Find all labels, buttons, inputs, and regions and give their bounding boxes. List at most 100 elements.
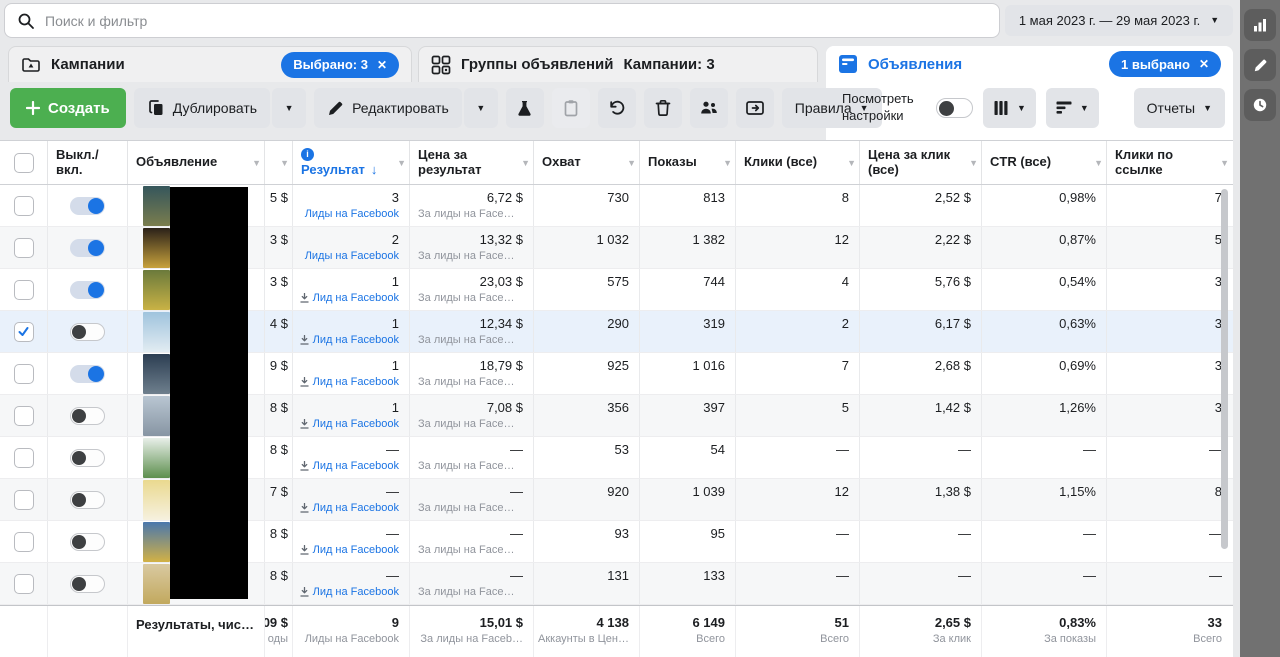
audience-button[interactable]: [690, 88, 728, 128]
footer-reach: 4 138 Аккаунты в Цен…: [534, 606, 640, 657]
caret-down-icon: ▼: [285, 104, 294, 113]
header-ad[interactable]: Объявление▼: [128, 141, 265, 184]
delete-button[interactable]: [644, 88, 682, 128]
result-type-link[interactable]: Лиды на Facebook: [305, 250, 399, 262]
badge-close-icon[interactable]: ✕: [377, 58, 387, 72]
header-cost-per-result[interactable]: Цена за результат▼: [410, 141, 534, 184]
select-all-checkbox[interactable]: [14, 153, 34, 173]
sort-desc-icon: ↓: [371, 163, 378, 178]
export-button[interactable]: [736, 88, 774, 128]
ads-selected-badge[interactable]: 1 выбрано ✕: [1109, 51, 1221, 77]
view-settings-toggle[interactable]: [936, 98, 973, 118]
campaigns-selected-badge[interactable]: Выбрано: 3 ✕: [281, 52, 399, 78]
result-type-link[interactable]: Лид на Facebook: [313, 460, 399, 472]
tab-adsets[interactable]: Группы объявлений Кампании: 3: [418, 46, 818, 82]
tab-ads[interactable]: Объявления 1 выбрано ✕: [826, 46, 1233, 82]
impressions-cell: 1 016: [640, 353, 736, 394]
ad-thumbnail: [143, 228, 170, 268]
ab-test-button[interactable]: [506, 88, 544, 128]
result-cell: 2 Лиды на Facebook: [293, 227, 410, 268]
link-clicks-cell: 3: [1107, 269, 1232, 310]
columns-button[interactable]: ▼: [983, 88, 1036, 128]
breakdown-button[interactable]: ▼: [1046, 88, 1099, 128]
ad-status-toggle[interactable]: [70, 575, 105, 593]
tab-adsets-label: Группы объявлений: [461, 56, 613, 73]
select-all-checkbox-cell[interactable]: [0, 141, 48, 184]
row-checkbox[interactable]: [14, 280, 34, 300]
ad-status-toggle[interactable]: [70, 281, 105, 299]
ad-status-toggle[interactable]: [70, 491, 105, 509]
toolbar-right: Посмотреть настройки ▼ ▼ Отчеты ▼: [826, 88, 1233, 128]
clipboard-icon: [562, 99, 580, 117]
table-header: Выкл./вкл. Объявление▼ ▼ i Результат↓ ▼ …: [0, 141, 1233, 185]
row-checkbox[interactable]: [14, 448, 34, 468]
duplicate-menu-button[interactable]: ▼: [272, 88, 306, 128]
header-impressions[interactable]: Показы▼: [640, 141, 736, 184]
header-clicks[interactable]: Клики (все)▼: [736, 141, 860, 184]
result-type-link[interactable]: Лид на Facebook: [313, 334, 399, 346]
impressions-cell: 813: [640, 185, 736, 226]
caret-down-icon: ▼: [627, 157, 636, 167]
row-checkbox[interactable]: [14, 406, 34, 426]
undo-button[interactable]: [598, 88, 636, 128]
ad-status-toggle[interactable]: [70, 323, 105, 341]
cost-per-result-cell: — За лиды на Face…: [410, 521, 534, 562]
reports-button[interactable]: Отчеты ▼: [1134, 88, 1225, 128]
result-type-link[interactable]: Лид на Facebook: [313, 544, 399, 556]
header-reach[interactable]: Охват▼: [534, 141, 640, 184]
result-type-link[interactable]: Лид на Facebook: [313, 502, 399, 514]
edit-menu-button[interactable]: ▼: [464, 88, 498, 128]
ad-status-toggle[interactable]: [70, 407, 105, 425]
charts-rail-button[interactable]: [1244, 9, 1276, 41]
reach-cell: 1 032: [534, 227, 640, 268]
clock-icon: [1252, 97, 1268, 113]
link-clicks-cell: —: [1107, 521, 1232, 562]
row-checkbox[interactable]: [14, 238, 34, 258]
date-range-button[interactable]: 1 мая 2023 г. — 29 мая 2023 г. ▼: [1005, 5, 1233, 36]
duplicate-button[interactable]: Дублировать: [134, 88, 270, 128]
result-type-link[interactable]: Лиды на Facebook: [305, 208, 399, 220]
edit-rail-button[interactable]: [1244, 49, 1276, 81]
header-toggle[interactable]: Выкл./вкл.: [48, 141, 128, 184]
ctr-cell: 0,54%: [982, 269, 1107, 310]
lead-download-icon: [300, 503, 309, 513]
badge-close-icon[interactable]: ✕: [1199, 57, 1209, 71]
ad-status-toggle[interactable]: [70, 533, 105, 551]
vertical-scrollbar[interactable]: [1221, 189, 1228, 549]
row-checkbox[interactable]: [14, 574, 34, 594]
header-link-clicks[interactable]: Клики по ссылке▼: [1107, 141, 1232, 184]
search-input[interactable]: [45, 13, 987, 29]
reach-cell: 730: [534, 185, 640, 226]
create-button[interactable]: Создать: [10, 88, 126, 128]
result-cell: 3 Лиды на Facebook: [293, 185, 410, 226]
row-checkbox[interactable]: [14, 196, 34, 216]
row-checkbox[interactable]: [14, 532, 34, 552]
caret-down-icon: ▼: [969, 157, 978, 167]
tab-campaigns[interactable]: Кампании Выбрано: 3 ✕: [8, 46, 412, 82]
header-cpc[interactable]: Цена за клик (все)▼: [860, 141, 982, 184]
result-type-link[interactable]: Лид на Facebook: [313, 418, 399, 430]
lead-download-icon: [300, 293, 309, 303]
trash-icon: [654, 99, 672, 117]
ctr-cell: 0,98%: [982, 185, 1107, 226]
result-type-link[interactable]: Лид на Facebook: [313, 292, 399, 304]
row-checkbox[interactable]: [14, 490, 34, 510]
row-checkbox[interactable]: [14, 364, 34, 384]
ctr-cell: 0,63%: [982, 311, 1107, 352]
cost-per-result-cell: 12,34 $ За лиды на Face…: [410, 311, 534, 352]
history-rail-button[interactable]: [1244, 89, 1276, 121]
edit-button[interactable]: Редактировать: [314, 88, 462, 128]
spend-cell: 3 $: [265, 269, 293, 310]
ad-status-toggle[interactable]: [70, 449, 105, 467]
ad-status-toggle[interactable]: [70, 197, 105, 215]
ad-status-toggle[interactable]: [70, 239, 105, 257]
row-checkbox[interactable]: [14, 322, 34, 342]
header-spend-truncated[interactable]: ▼: [265, 141, 293, 184]
paste-button[interactable]: [552, 88, 590, 128]
result-type-link[interactable]: Лид на Facebook: [313, 586, 399, 598]
header-result[interactable]: i Результат↓ ▼: [293, 141, 410, 184]
header-ctr[interactable]: CTR (все)▼: [982, 141, 1107, 184]
ad-status-toggle[interactable]: [70, 365, 105, 383]
impressions-cell: 744: [640, 269, 736, 310]
result-type-link[interactable]: Лид на Facebook: [313, 376, 399, 388]
